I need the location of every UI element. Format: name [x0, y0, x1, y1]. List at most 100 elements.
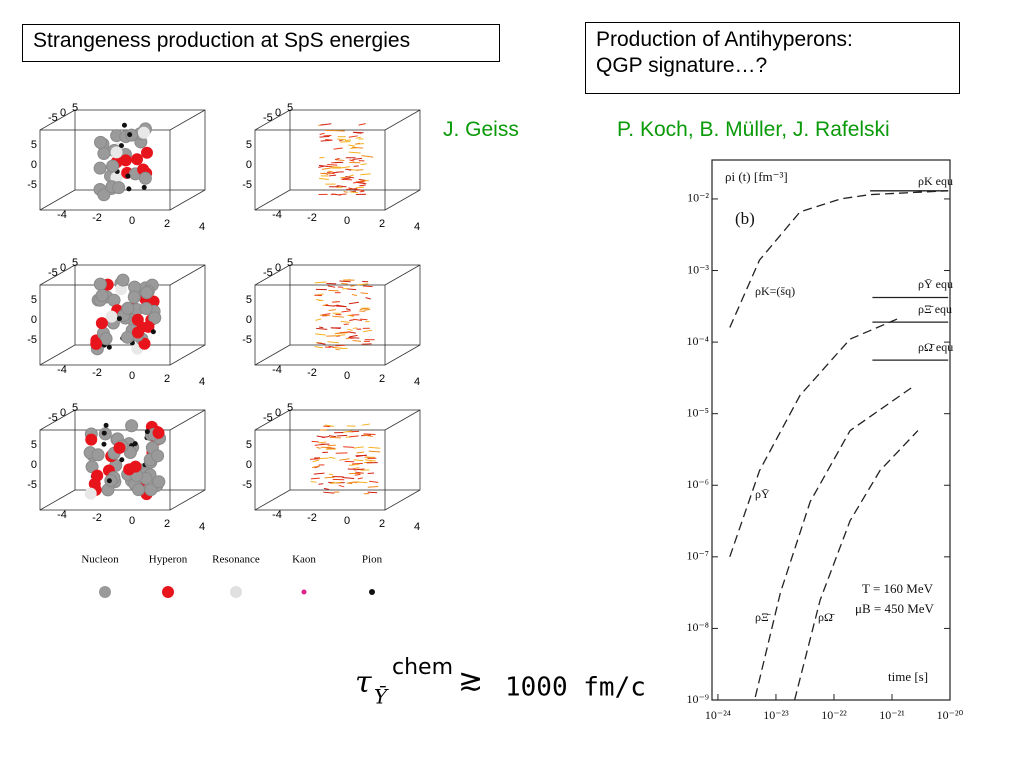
x-tick-label: 10⁻²⁰ [937, 708, 964, 722]
curve [793, 430, 919, 701]
track [320, 123, 332, 126]
particle [116, 316, 122, 322]
horizontal-tick: 2 [164, 373, 170, 385]
track [367, 491, 378, 494]
track [341, 310, 351, 313]
track [353, 459, 364, 462]
y-tick-label: 10⁻⁹ [686, 692, 709, 706]
box-edge [39, 264, 76, 286]
plot-frame [711, 159, 951, 701]
vertical-tick: 5 [31, 439, 37, 451]
horizontal-tick: -2 [307, 367, 317, 379]
track [356, 481, 368, 484]
right-title-line: Production of Antihyperons: [596, 28, 853, 51]
track [349, 463, 360, 466]
track [328, 309, 336, 312]
track [330, 481, 342, 484]
track [311, 440, 319, 443]
box-front [39, 129, 171, 211]
depth-tick: -5 [48, 412, 58, 424]
particle [125, 419, 139, 433]
depth-tick: 0 [275, 262, 281, 274]
track [339, 141, 351, 143]
track [336, 434, 348, 437]
track [357, 477, 363, 480]
box-edge [254, 264, 291, 286]
track [343, 430, 353, 433]
horizontal-tick: 2 [164, 518, 170, 530]
horizontal-tick: 2 [379, 218, 385, 230]
particle [113, 441, 126, 454]
horizontal-tick: -4 [272, 364, 282, 376]
legend-swatch [301, 589, 307, 595]
box-edge [384, 409, 421, 431]
horizontal-tick: 0 [129, 215, 135, 227]
particle [150, 329, 156, 335]
track [345, 168, 352, 171]
horizontal-tick: 0 [344, 370, 350, 382]
track [358, 123, 366, 126]
track [348, 151, 361, 154]
author: J. Geiss [443, 118, 519, 141]
track [339, 193, 347, 196]
depth-tick: -5 [263, 112, 273, 124]
track [352, 157, 363, 160]
track [349, 319, 354, 322]
box-edge [384, 489, 421, 511]
box-front [254, 129, 386, 211]
formula-subscript: Ȳ [374, 685, 389, 709]
vertical-tick: 0 [31, 314, 37, 326]
track [314, 294, 323, 297]
particle [137, 126, 150, 139]
horizontal-tick: -4 [57, 209, 67, 221]
track [344, 139, 352, 142]
track [317, 342, 326, 345]
track [348, 174, 354, 177]
box-edge [254, 489, 291, 511]
track [357, 283, 369, 286]
track [367, 472, 375, 475]
box-back [289, 264, 421, 346]
curve-label: ρΩ̄ equ [918, 340, 953, 354]
y-tick-label: 10⁻⁶ [686, 477, 709, 491]
track [364, 459, 376, 462]
track [364, 308, 371, 311]
track [368, 450, 381, 453]
particle [118, 143, 124, 149]
depth-tick: 5 [72, 402, 78, 414]
y-tick-label: 10⁻² [687, 191, 709, 205]
track [327, 285, 336, 288]
track [347, 328, 353, 331]
event-panel: -5 0 550-5-4 -2 0 2 4 [27, 257, 206, 388]
horizontal-tick: 0 [344, 515, 350, 527]
chart: 10⁻² 10⁻³ 10⁻⁴ 10⁻⁵ 10⁻⁶ 10⁻⁷ 10⁻⁸ 10⁻⁹ 10⁻²⁴ 10⁻… [686, 159, 964, 722]
box-front [254, 284, 386, 366]
panel-label: (b) [735, 209, 755, 228]
particle [116, 273, 130, 287]
curve-label: ρȲ equ [918, 277, 953, 291]
depth-tick: 0 [60, 107, 66, 119]
horizontal-tick: -2 [92, 512, 102, 524]
track [328, 456, 336, 459]
track [323, 487, 330, 490]
track [358, 178, 367, 181]
particle [101, 430, 107, 436]
track [318, 165, 325, 168]
track [316, 435, 326, 438]
track [335, 305, 346, 308]
track [353, 467, 360, 470]
box-edge [39, 344, 76, 366]
particle [95, 289, 109, 303]
particle [85, 433, 98, 446]
event-panel: -5 0 550-5-4 -2 0 2 4 [242, 402, 421, 533]
track [318, 483, 324, 485]
depth-tick: 0 [60, 407, 66, 419]
particle [129, 460, 142, 473]
track [349, 334, 358, 338]
left-title: Strangeness production at SpS energies [22, 24, 500, 62]
particle [127, 290, 141, 304]
horizontal-tick: -4 [57, 509, 67, 521]
box-edge [39, 109, 76, 131]
depth-tick: 0 [275, 107, 281, 119]
